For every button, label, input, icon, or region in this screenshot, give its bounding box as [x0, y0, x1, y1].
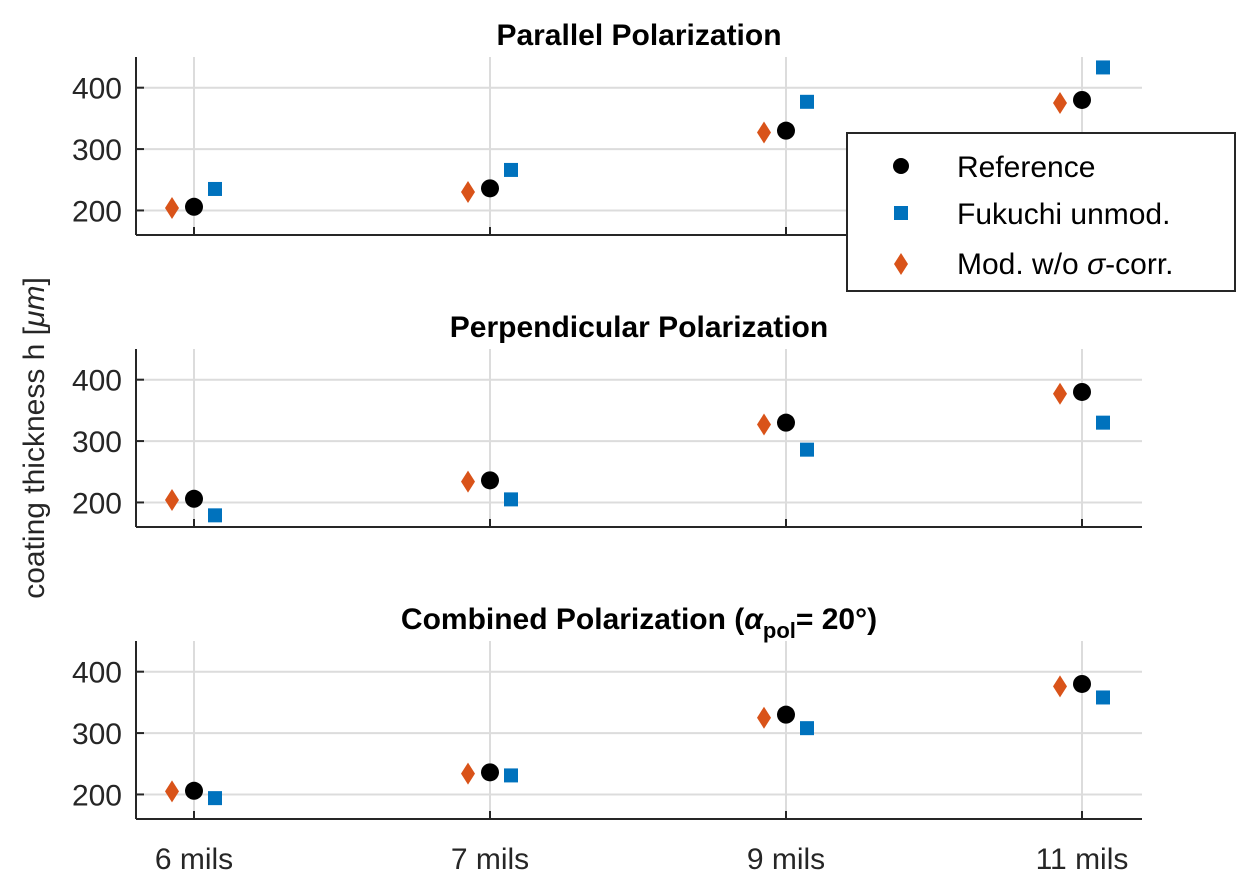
data-point-fukuchi — [800, 94, 814, 109]
data-point-reference — [777, 413, 795, 432]
y-tick-label: 400 — [72, 73, 122, 106]
data-point-mod — [757, 706, 771, 729]
data-point-reference — [1073, 674, 1091, 693]
data-point-mod — [165, 196, 179, 219]
y-tick-label: 300 — [72, 718, 122, 751]
data-point-reference — [777, 705, 795, 724]
data-point-fukuchi — [1096, 60, 1110, 75]
data-point-reference — [481, 471, 499, 490]
legend-entry-mod: Mod. w/o σ-corr. — [894, 248, 1174, 281]
x-tick-label: 9 mils — [747, 843, 825, 876]
data-point-fukuchi — [800, 721, 814, 736]
y-tick-label: 400 — [72, 365, 122, 398]
data-point-mod — [461, 762, 475, 785]
legend: Reference Fukuchi unmod. Mod. w/o σ-corr… — [846, 132, 1236, 292]
y-tick-label: 400 — [72, 657, 122, 690]
x-tick-label: 6 mils — [155, 843, 233, 876]
y-tick-label: 300 — [72, 426, 122, 459]
y-tick-label: 200 — [72, 195, 122, 228]
data-point-fukuchi — [208, 181, 222, 196]
y-axis-label: coating thickness h [μm] — [18, 277, 51, 599]
x-tick-label: 7 mils — [451, 843, 529, 876]
data-point-mod — [165, 780, 179, 803]
panel-title-parallel: Parallel Polarization — [496, 19, 781, 52]
y-tick-label: 300 — [72, 134, 122, 167]
data-point-reference — [1073, 382, 1091, 401]
panels: 200 300 400 200 300 400 200 300 400 — [72, 57, 1142, 820]
data-point-reference — [185, 489, 203, 508]
x-tick-labels: 6 mils 7 mils 9 mils 11 mils — [155, 843, 1129, 876]
data-point-fukuchi — [1096, 415, 1110, 430]
data-point-reference — [777, 121, 795, 140]
panel-2: 200 300 400 — [72, 349, 1142, 528]
data-point-mod — [165, 488, 179, 511]
data-point-mod — [1053, 382, 1067, 405]
data-point-mod — [1053, 92, 1067, 115]
data-point-fukuchi — [208, 508, 222, 523]
legend-circle-marker — [893, 158, 909, 174]
legend-entry-fukuchi: Fukuchi unmod. — [894, 198, 1170, 231]
data-point-reference — [481, 763, 499, 782]
data-point-mod — [461, 470, 475, 493]
legend-diamond-marker — [894, 253, 908, 275]
data-point-fukuchi — [504, 492, 518, 507]
data-point-mod — [757, 413, 771, 436]
legend-label: Fukuchi unmod. — [957, 198, 1170, 231]
legend-entry-reference: Reference — [893, 151, 1095, 184]
data-point-fukuchi — [1096, 690, 1110, 705]
x-tick-label: 11 mils — [1036, 843, 1129, 876]
data-point-fukuchi — [504, 162, 518, 177]
legend-label: Reference — [957, 151, 1095, 184]
data-point-fukuchi — [504, 768, 518, 783]
panel-3: 200 300 400 — [72, 641, 1142, 820]
y-tick-label: 200 — [72, 487, 122, 520]
data-point-mod — [1053, 675, 1067, 698]
legend-label: Mod. w/o σ-corr. — [957, 248, 1174, 281]
data-point-mod — [757, 121, 771, 144]
panel-title-combined: Combined Polarization (αpol= 20°) — [401, 603, 877, 643]
panel-title-perpendicular: Perpendicular Polarization — [450, 311, 828, 344]
y-tick-label: 200 — [72, 779, 122, 812]
data-point-reference — [185, 197, 203, 216]
legend-box — [846, 132, 1236, 292]
data-point-reference — [185, 781, 203, 800]
data-point-reference — [481, 179, 499, 198]
data-point-mod — [461, 181, 475, 204]
data-point-fukuchi — [208, 791, 222, 806]
data-point-fukuchi — [800, 442, 814, 457]
legend-square-marker — [894, 206, 908, 220]
data-point-reference — [1073, 90, 1091, 109]
